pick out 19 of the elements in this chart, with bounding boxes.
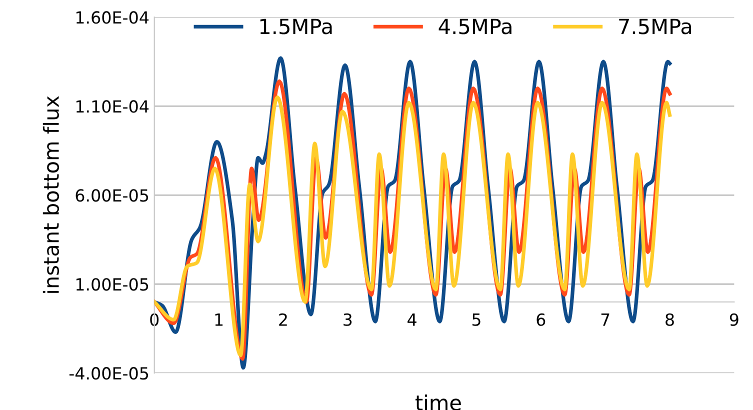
x-tick-label: 9: [730, 313, 738, 326]
x-tick-label: 4: [408, 314, 416, 326]
legend-label: 4.5MPa: [438, 18, 512, 34]
legend-label: 1.5MPa: [260, 18, 332, 34]
x-tick-label: 5: [472, 314, 480, 326]
y-tick-label: -4.00E-05: [69, 367, 148, 380]
x-tick-label: 3: [344, 313, 352, 326]
legend-label: 7.5MPa: [619, 18, 692, 34]
y-tick-label: 1.10E-04: [76, 100, 149, 113]
x-tick-label: 0: [150, 313, 159, 326]
y-tick-label: 6.00E-05: [76, 189, 148, 202]
x-tick-label: 2: [279, 313, 287, 326]
x-tick-label: 1: [215, 314, 223, 326]
y-tick-label: 1.00E-05: [76, 278, 148, 291]
x-tick-label: 6: [536, 313, 546, 326]
x-tick-label: 8: [666, 313, 674, 326]
y-axis-title: instant bottom flux: [42, 96, 60, 293]
y-tick-label: 1.60E-04: [76, 11, 149, 24]
x-tick-label: 7: [601, 314, 610, 326]
